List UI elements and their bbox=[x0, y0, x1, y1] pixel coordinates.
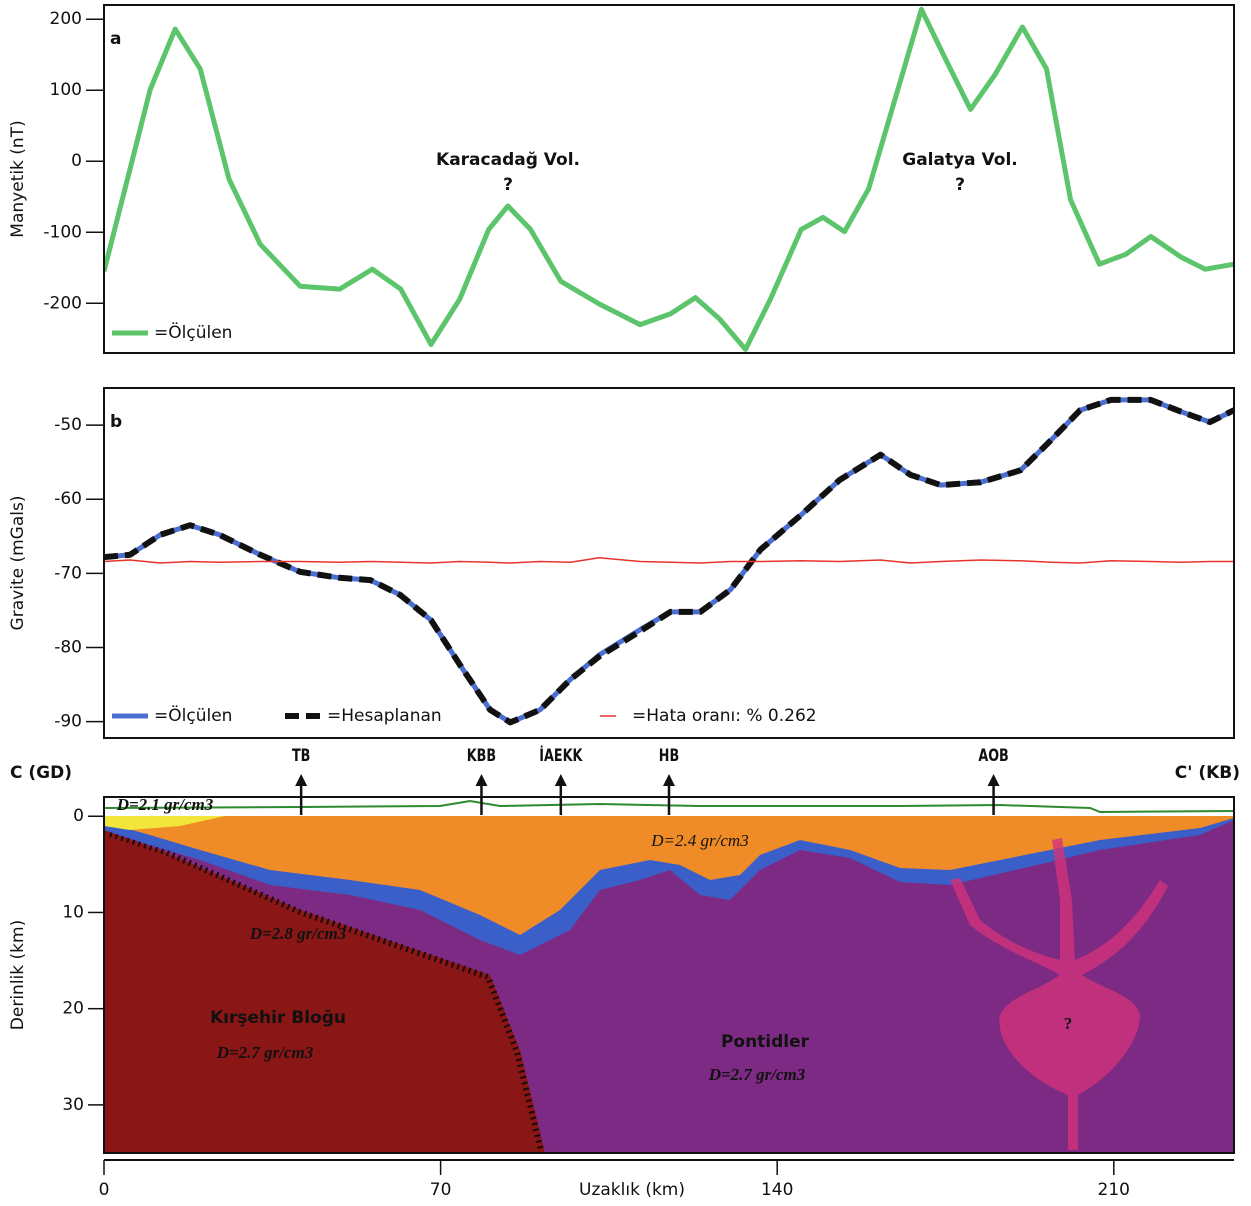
panel-label: a bbox=[110, 29, 121, 49]
y-tick-label: 30 bbox=[62, 1095, 84, 1115]
section-label: Pontidler bbox=[721, 1032, 810, 1052]
y-axis-label: Manyetik (nT) bbox=[8, 120, 28, 237]
legend-label: =Hesaplanan bbox=[327, 706, 442, 726]
legend-label: =Hata oranı: % 0.262 bbox=[632, 706, 817, 726]
station-label: HB bbox=[659, 745, 679, 765]
station-label: TB bbox=[292, 745, 310, 765]
plot-frame bbox=[103, 796, 1235, 1154]
section-end-left: C (GD) bbox=[10, 763, 72, 783]
arrow-head bbox=[295, 774, 308, 786]
y-tick-label: 200 bbox=[50, 9, 82, 29]
topography-line bbox=[103, 799, 1235, 814]
plot-frame bbox=[103, 387, 1235, 739]
section-label: D=2.7 gr/cm3 bbox=[216, 1043, 314, 1062]
arrow-head bbox=[663, 774, 675, 786]
section-label: D=2.4 gr/cm3 bbox=[650, 831, 748, 850]
arrow-head bbox=[987, 774, 1000, 786]
y-tick-label: 20 bbox=[62, 999, 84, 1019]
contact-hatch bbox=[109, 831, 544, 1151]
x-tick-label: 0 bbox=[99, 1180, 110, 1200]
station-label: KBB bbox=[467, 745, 496, 765]
panel-label: b bbox=[110, 412, 122, 432]
y-tick-label: -70 bbox=[54, 563, 82, 583]
annotation: Karacadağ Vol. bbox=[436, 150, 580, 170]
y-tick-label: -50 bbox=[54, 415, 82, 435]
y-axis-label: Derinlik (km) bbox=[8, 920, 28, 1030]
arrow-head bbox=[475, 774, 488, 786]
annotation: Galatya Vol. bbox=[902, 150, 1018, 170]
section-label: Kırşehir Bloğu bbox=[210, 1008, 346, 1028]
geologic-section bbox=[103, 799, 1235, 1153]
station-label: AOB bbox=[978, 745, 1008, 765]
series-line bbox=[104, 396, 1234, 726]
section-end-right: C' (KB) bbox=[1175, 763, 1240, 783]
sediment-layer bbox=[104, 816, 1234, 935]
plot-frame bbox=[103, 4, 1235, 354]
y-tick-label: 0 bbox=[73, 806, 84, 826]
x-tick-label: 140 bbox=[761, 1180, 793, 1200]
section-label: D=2.1 gr/cm3 bbox=[116, 795, 214, 814]
y-tick-label: -60 bbox=[54, 489, 82, 509]
arrow-head bbox=[554, 774, 567, 786]
y-tick-label: 0 bbox=[71, 151, 82, 171]
x-tick-label: 70 bbox=[430, 1180, 452, 1200]
legend-label: =Ölçülen bbox=[154, 321, 232, 343]
series-line bbox=[104, 6, 1234, 352]
y-tick-label: -80 bbox=[54, 638, 82, 658]
annotation: ? bbox=[503, 175, 513, 195]
magma-body bbox=[950, 838, 1168, 1150]
legend-label: =Ölçülen bbox=[154, 704, 232, 726]
y-tick-label: 10 bbox=[62, 902, 84, 922]
surface-layer bbox=[104, 816, 225, 830]
series-line bbox=[104, 557, 1234, 564]
x-tick-label: 210 bbox=[1098, 1180, 1130, 1200]
y-tick-label: -90 bbox=[54, 712, 82, 732]
annotation: ? bbox=[955, 175, 965, 195]
x-axis-label: Uzaklık (km) bbox=[579, 1180, 685, 1200]
y-tick-label: -100 bbox=[43, 222, 82, 242]
y-tick-label: 100 bbox=[50, 80, 82, 100]
station-label: İAEKK bbox=[539, 744, 583, 765]
section-label: D=2.7 gr/cm3 bbox=[708, 1065, 806, 1084]
section-label: D=2.8 gr/cm3 bbox=[249, 924, 347, 943]
y-axis-label: Gravite (mGals) bbox=[8, 496, 28, 631]
kirsehir-body bbox=[104, 830, 545, 1153]
section-label: ? bbox=[1064, 1014, 1073, 1033]
y-tick-label: -200 bbox=[43, 293, 82, 313]
